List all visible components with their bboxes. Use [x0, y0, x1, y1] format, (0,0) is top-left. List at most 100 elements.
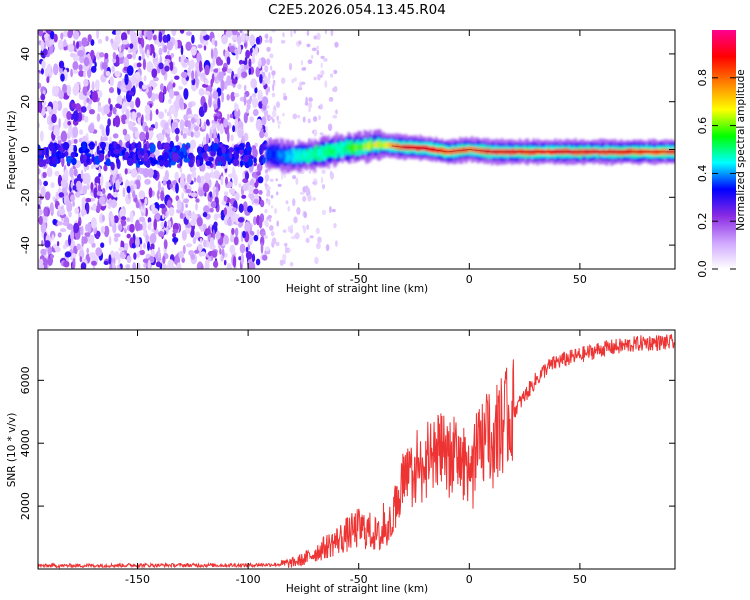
- spectrogram-cell: [305, 237, 310, 243]
- spectrogram-cell: [187, 113, 195, 118]
- spectrogram-cell: [225, 30, 233, 38]
- spectrogram-cell: [231, 78, 238, 85]
- spectrogram-cell: [90, 39, 95, 46]
- spectrogram-cell: [39, 259, 44, 265]
- spectrogram-cell: [94, 79, 100, 91]
- spectrogram-cell: [63, 168, 69, 180]
- spectrogram-cell: [74, 103, 81, 112]
- spectrogram-cell: [88, 142, 95, 147]
- spectrogram-cell: [160, 190, 165, 202]
- spectrogram-cell: [90, 49, 95, 61]
- spectrogram-cell: [224, 191, 229, 197]
- spectrogram-cell: [192, 236, 197, 245]
- spectrogram-cell: [254, 45, 259, 56]
- spectrogram-cell: [299, 191, 305, 195]
- spectrogram-cell: [78, 70, 85, 77]
- spectrogram-cell: [154, 121, 159, 130]
- spectrogram-cell: [241, 71, 248, 78]
- spectrogram-ridge-cell: [399, 144, 402, 151]
- spectrogram-cell: [179, 97, 184, 110]
- spectrogram-cell: [242, 201, 248, 213]
- spectrogram-cell: [121, 149, 125, 155]
- spectrogram-cell: [216, 147, 222, 154]
- spectrogram-cell: [166, 40, 174, 51]
- spectrogram-cell: [316, 45, 319, 50]
- spectrogram-cell: [72, 185, 77, 191]
- colorbar-tick-label: 0.8: [696, 69, 709, 87]
- spectrogram-cell: [268, 72, 271, 80]
- spectrogram-cell: [86, 154, 90, 165]
- spectrogram-cell: [269, 36, 273, 44]
- spectrogram-cell: [115, 179, 120, 191]
- spectrogram-ridge-cell: [454, 148, 458, 155]
- spectrogram-cell: [105, 124, 110, 137]
- spectrogram-cell: [168, 98, 172, 104]
- spectrogram-cell: [334, 41, 339, 48]
- spectrogram-cell: [115, 54, 120, 66]
- spectrogram-cell: [86, 97, 90, 103]
- snr-y-ticks: 2000 4000 6000: [19, 366, 675, 520]
- spectrogram-cell: [157, 180, 161, 193]
- spectrogram-cell: [303, 211, 308, 219]
- spectrogram-cell: [66, 223, 73, 230]
- spectrogram-ridge-cell: [335, 147, 338, 155]
- spectrogram-cell: [306, 30, 310, 36]
- spectrogram-cell: [305, 185, 309, 193]
- spectrogram-cell: [246, 146, 252, 151]
- spectrogram-cell: [298, 41, 302, 45]
- spectrogram-cell: [149, 103, 153, 108]
- spectrogram-cell: [333, 69, 338, 75]
- spectrogram-cell: [332, 87, 337, 93]
- spectrogram-cell: [143, 143, 148, 153]
- colorbar-ticks: 0.0 0.2 0.4 0.6 0.8: [696, 69, 736, 278]
- spectrogram-cell: [253, 234, 259, 242]
- spectrogram-cell: [244, 56, 248, 67]
- spectrogram-cell: [112, 107, 117, 115]
- spectrogram-ridge-cell: [377, 141, 380, 149]
- spectrogram-cell: [246, 102, 251, 110]
- spectrogram-ridge-cell: [305, 153, 308, 160]
- spectrogram-cell: [180, 201, 184, 213]
- spectrogram-ridge-cell: [279, 153, 283, 159]
- spectrogram-cell: [97, 38, 103, 44]
- spectrogram-cell: [142, 58, 146, 71]
- spectrogram-ridge-cell: [365, 141, 368, 149]
- spectrogram-cell: [327, 123, 333, 132]
- spectrogram-cell: [96, 191, 101, 196]
- spectrogram-cell: [87, 234, 95, 245]
- spectrogram-cell: [264, 209, 268, 214]
- spectrogram-ridge-cell: [622, 149, 625, 156]
- spectrogram-cell: [61, 156, 65, 168]
- spectrogram-cell: [129, 210, 134, 223]
- spectrogram-cell: [179, 151, 184, 160]
- y-tick-label: -20: [19, 188, 32, 206]
- spectrogram-cell: [162, 85, 167, 95]
- spectrogram-ridge-cell: [524, 149, 527, 156]
- spectrogram-cell: [116, 173, 120, 179]
- spectrogram-cell: [114, 70, 121, 78]
- x-tick-label: -150: [125, 273, 150, 286]
- spectrogram-cell: [159, 203, 166, 209]
- spectrogram-cell: [214, 115, 218, 122]
- spectrogram-cell: [59, 208, 66, 216]
- spectrogram-cell: [264, 169, 268, 174]
- spectrogram-cell: [196, 146, 202, 154]
- spectrogram-cell: [213, 170, 220, 179]
- spectrogram-cell: [57, 39, 64, 51]
- spectrogram-cell: [106, 199, 113, 205]
- spectrogram-cell: [112, 191, 118, 198]
- spectrogram-cell: [228, 147, 234, 153]
- spectrogram-cell: [46, 106, 52, 112]
- spectrogram-ridge-cell: [293, 153, 297, 160]
- spectrogram-cell: [211, 250, 218, 258]
- spectrogram-ridge-cell: [516, 148, 519, 155]
- spectrogram-ridge-cell: [273, 151, 277, 158]
- spectrogram-cell: [292, 198, 296, 207]
- spectrogram-cell: [70, 151, 76, 159]
- spectrogram-cell: [49, 254, 54, 259]
- spectrogram-cell: [121, 78, 126, 89]
- spectrogram-cell: [38, 101, 42, 113]
- spectrogram-cell: [71, 252, 77, 260]
- spectrogram-cell: [109, 103, 113, 111]
